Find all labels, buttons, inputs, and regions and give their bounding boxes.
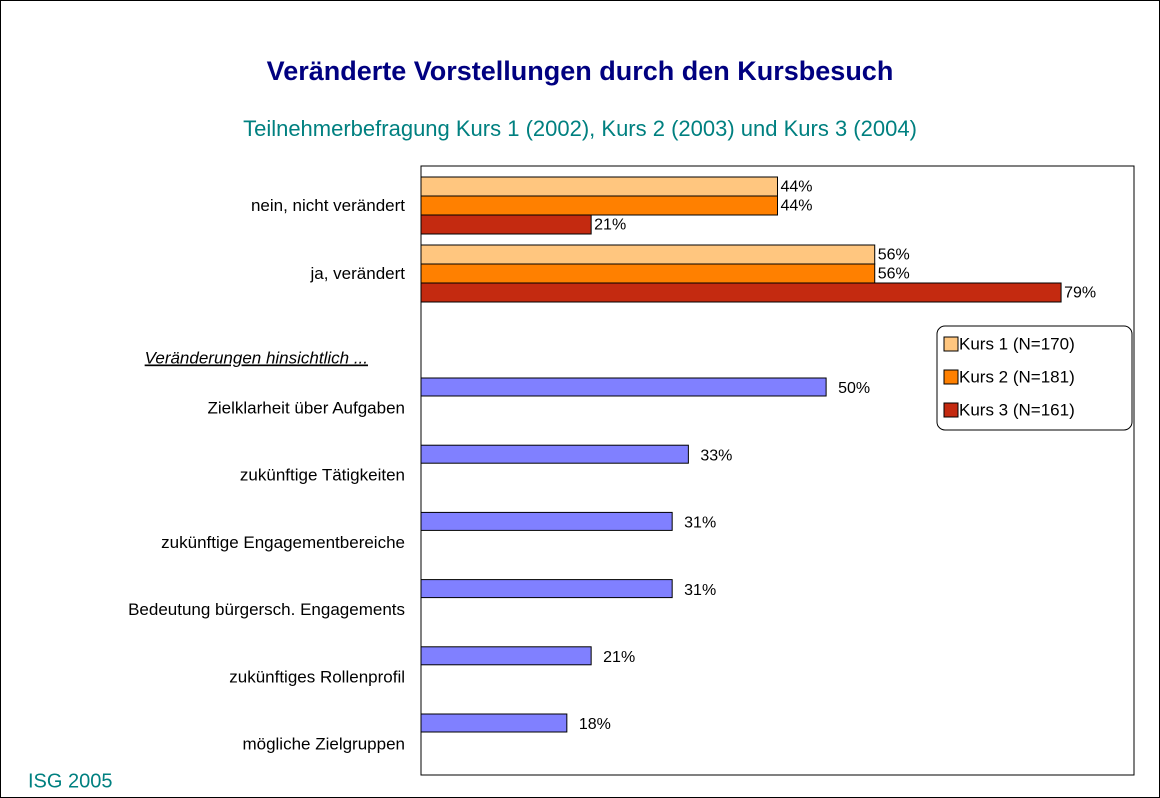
data-label: 31%: [684, 582, 716, 599]
bar: [420, 377, 827, 397]
legend-swatch: [943, 369, 959, 385]
category-label: Zielklarheit über Aufgaben: [207, 398, 405, 417]
legend-label: Kurs 2 (N=181): [959, 367, 1075, 386]
bar: [420, 176, 778, 197]
data-label: 79%: [1064, 285, 1096, 302]
footer: ISG 2005: [28, 770, 113, 792]
legend-box: [936, 325, 1133, 431]
legend-swatch: [943, 336, 959, 352]
chart-title: Veränderte Vorstellungen durch den Kursb…: [267, 56, 894, 86]
bar: [420, 282, 1062, 303]
data-label: 21%: [594, 217, 626, 234]
bar: [420, 511, 673, 531]
chart-subtitle: Teilnehmerbefragung Kurs 1 (2002), Kurs …: [243, 116, 917, 141]
bar: [420, 579, 673, 599]
bar: [420, 646, 592, 666]
data-label: 44%: [781, 179, 813, 196]
category-label: nein, nicht verändert: [251, 196, 405, 215]
data-label: 18%: [579, 716, 611, 733]
bar: [420, 444, 689, 464]
legend-label: Kurs 3 (N=161): [959, 400, 1075, 419]
bar: [420, 713, 568, 733]
legend-label: Kurs 1 (N=170): [959, 334, 1075, 353]
bar: [420, 263, 876, 284]
category-label: zukünftige Tätigkeiten: [240, 466, 405, 485]
category-label: mögliche Zielgruppen: [242, 734, 405, 753]
category-label: Bedeutung bürgersch. Engagements: [128, 600, 405, 619]
legend-swatch: [943, 402, 959, 418]
data-label: 44%: [781, 198, 813, 215]
annotation: Veränderungen hinsichtlich ...: [145, 348, 368, 367]
data-label: 56%: [878, 247, 910, 264]
category-label: zukünftige Engagementbereiche: [161, 533, 405, 552]
bar: [420, 195, 778, 216]
data-label: 56%: [878, 266, 910, 283]
category-label: zukünftiges Rollenprofil: [229, 667, 405, 686]
data-label: 33%: [700, 447, 732, 464]
data-label: 31%: [684, 515, 716, 532]
data-label: 21%: [603, 649, 635, 666]
category-label: ja, verändert: [310, 264, 406, 283]
bar: [420, 214, 592, 235]
data-label: 50%: [838, 380, 870, 397]
bar: [420, 244, 876, 265]
